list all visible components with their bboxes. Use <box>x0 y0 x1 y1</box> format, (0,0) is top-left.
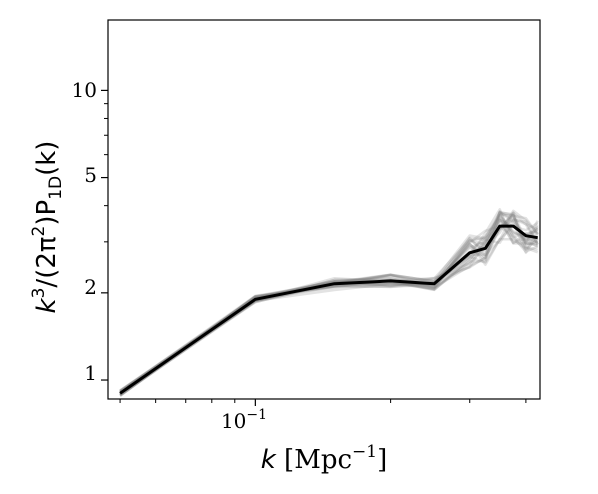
y-tick-label-5: 5 <box>84 163 97 187</box>
x-axis-ticks <box>119 399 527 406</box>
x-axis-var: k <box>261 445 277 475</box>
y-tick-label-10: 10 <box>72 78 97 102</box>
realization-line <box>119 225 538 394</box>
realization-line <box>119 214 539 392</box>
mean-series-layer <box>119 224 538 395</box>
y-title-sub: 1D <box>46 176 66 200</box>
y-title-mid: /(2π <box>32 236 62 287</box>
mean-series-line <box>119 224 538 395</box>
y-title-close: )P <box>32 200 62 226</box>
realization-line <box>119 218 538 396</box>
y-axis-title: k3/(2π2)P1D(k) <box>29 141 66 314</box>
x-axis-bracket-open: [ <box>276 445 294 475</box>
realization-line <box>119 213 538 393</box>
y-axis-ticks <box>101 89 108 381</box>
plot-frame <box>107 19 541 400</box>
y-tick-label-2: 2 <box>84 275 97 299</box>
x-tick-label-base: 10 <box>221 409 246 433</box>
x-axis-unit: Mpc <box>294 445 352 475</box>
realization-line <box>119 215 539 392</box>
realization-series-layer <box>119 208 539 398</box>
x-axis-unit-exp: −1 <box>352 442 377 462</box>
y-title-tail: (k) <box>32 141 62 176</box>
x-tick-label-exp: −1 <box>246 407 267 423</box>
x-axis-title: k [Mpc−1] <box>261 442 388 475</box>
realization-line <box>119 211 539 396</box>
realization-line <box>119 217 539 395</box>
y-tick-label-1: 1 <box>84 361 97 385</box>
x-tick-label-major: 10−1 <box>221 407 267 433</box>
y-title-exp3: 3 <box>29 288 49 299</box>
x-axis-bracket-close: ] <box>377 445 387 475</box>
y-title-k: k <box>32 297 62 313</box>
y-title-exp2: 2 <box>29 226 49 237</box>
